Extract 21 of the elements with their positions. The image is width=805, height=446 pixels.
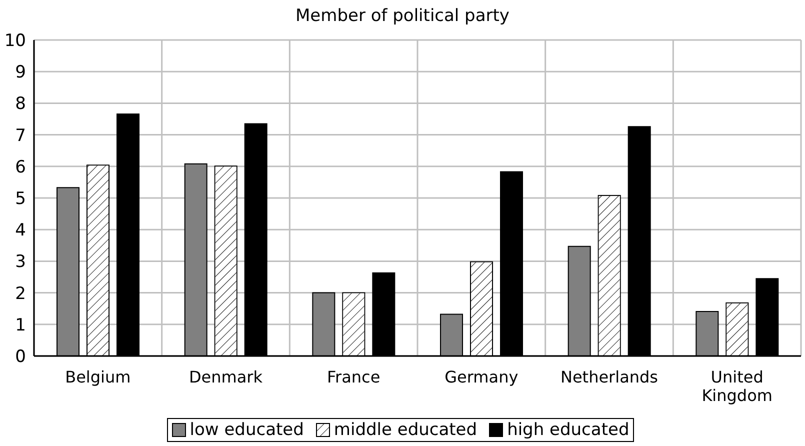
legend-label: low educated [188,420,304,440]
y-tick-label: 10 [4,31,26,52]
y-tick-label: 2 [15,284,26,304]
x-tick-label: Netherlands [560,367,658,386]
legend-label: middle educated [332,420,478,440]
x-tick-label: Germany [444,367,518,386]
x-tick-label: United Kingdom [702,367,772,405]
x-tick-label: France [326,367,380,386]
y-tick-label: 5 [15,189,26,210]
x-tick-label: Belgium [65,367,131,386]
y-tick-label: 1 [15,315,26,336]
y-tick-label: 6 [15,157,26,178]
y-tick-label: 3 [15,252,26,272]
y-tick-label: 0 [15,347,26,368]
x-tick-label: Denmark [188,367,264,386]
y-tick-label: 7 [15,126,26,146]
legend-label: high educated [506,420,630,440]
y-tick-label: 4 [15,220,26,241]
y-tick-label: 8 [15,94,26,114]
y-tick-label: 9 [15,62,26,83]
chart-title: Member of political party [294,6,510,26]
